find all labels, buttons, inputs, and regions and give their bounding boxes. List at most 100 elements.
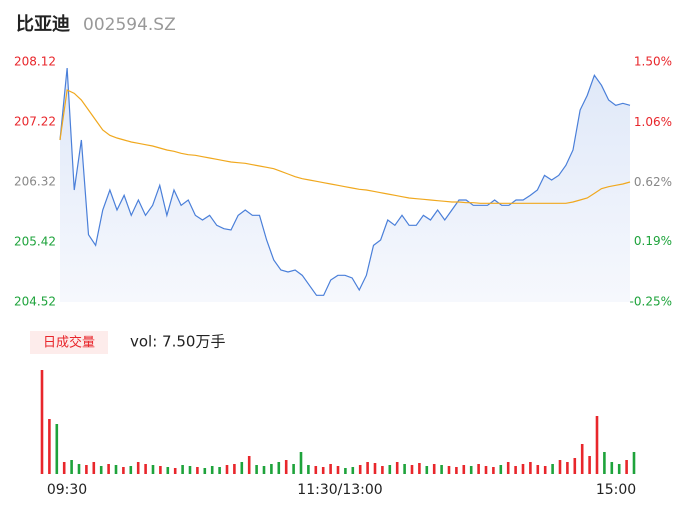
volume-pill (30, 331, 108, 354)
volume-bar (129, 466, 133, 474)
volume-bar (299, 452, 303, 474)
volume-bar (92, 462, 96, 474)
volume-bar (218, 467, 221, 474)
volume-bar (40, 370, 44, 474)
volume-bar (284, 460, 288, 474)
volume-bar (336, 466, 340, 474)
volume-bar (136, 462, 140, 474)
volume-bar (373, 463, 377, 474)
volume-bar (381, 466, 384, 474)
volume-bar (122, 467, 125, 474)
volume-bar (558, 460, 562, 474)
volume-bar (314, 466, 318, 474)
volume-bar (188, 466, 192, 474)
volume-bar (262, 466, 266, 474)
volume-bar (173, 468, 177, 474)
volume-bar (432, 464, 436, 474)
volume-bar (521, 464, 525, 474)
volume-bar (603, 452, 606, 474)
volume-bar (270, 464, 273, 474)
volume-bar (610, 462, 614, 474)
volume-bar (529, 462, 532, 474)
volume-bar (62, 462, 66, 474)
volume-bar (366, 462, 369, 474)
y-tick-label: 208.12 (14, 55, 56, 69)
volume-bar (48, 419, 51, 474)
volume-bar (255, 465, 258, 474)
y-tick-label: 205.42 (14, 235, 56, 249)
volume-bar (203, 468, 207, 474)
y2-tick-label: 1.06% (634, 115, 672, 129)
y2-tick-label: 0.19% (634, 234, 672, 248)
volume-bar (566, 462, 569, 474)
volume-bar (166, 467, 170, 474)
volume-bar (329, 464, 332, 474)
volume-bar (196, 467, 199, 474)
volume-bar (410, 465, 414, 474)
volume-bar (307, 465, 310, 474)
volume-bar (625, 460, 628, 474)
volume-bar (277, 462, 281, 474)
volume-bar (388, 465, 392, 474)
volume-bar (425, 466, 429, 474)
volume-bar (447, 466, 451, 474)
volume-bar (240, 462, 244, 474)
price-line (59, 67, 631, 296)
y2-tick-label: 0.62% (634, 175, 672, 189)
volume-bar (358, 465, 362, 474)
stock-name: 比亚迪 (16, 14, 70, 35)
volume-bar (632, 452, 636, 474)
x-tick-label: 11:30/13:00 (297, 482, 382, 498)
volume-bar (181, 465, 184, 474)
volume-bar (506, 462, 510, 474)
volume-bar (403, 464, 406, 474)
volume-bar (536, 465, 540, 474)
volume-bar (588, 456, 591, 474)
volume-bar (70, 460, 73, 474)
volume-bar (617, 464, 621, 474)
volume-bar (99, 466, 103, 474)
volume-bar (351, 467, 355, 474)
volume-bar (418, 463, 421, 474)
average-line (59, 89, 631, 204)
y-tick-label: 207.22 (14, 115, 56, 129)
y-tick-label: 206.32 (14, 175, 56, 189)
volume-bar (477, 464, 480, 474)
volume-bar (159, 466, 162, 474)
volume-bar (85, 465, 88, 474)
volume-bar (292, 464, 295, 474)
volume-bar (321, 467, 325, 474)
volume-bar (580, 444, 584, 474)
y2-tick-label: -0.25% (630, 295, 672, 309)
volume-bar (514, 466, 517, 474)
volume-bar (55, 424, 59, 474)
y2-tick-label: 1.50% (634, 55, 672, 69)
volume-label: 日成交量 (43, 335, 95, 351)
x-tick-label: 09:30 (47, 482, 87, 498)
volume-bar (484, 466, 488, 474)
volume-bar (492, 467, 495, 474)
volume-bar (543, 466, 547, 474)
volume-bar (595, 416, 599, 474)
volume-bar (440, 465, 443, 474)
volume-bar (210, 466, 214, 474)
volume-bar (469, 466, 473, 474)
volume-bar (462, 465, 466, 474)
y-tick-label: 204.52 (14, 295, 56, 309)
volume-text: vol: 7.50万手 (130, 333, 225, 351)
volume-bar (114, 465, 118, 474)
stock-code: 002594.SZ (83, 15, 176, 35)
volume-bar (144, 464, 147, 474)
volume-bar (225, 465, 229, 474)
volume-bar (395, 462, 399, 474)
volume-bar (499, 465, 503, 474)
volume-bar (233, 464, 236, 474)
volume-bar (573, 458, 577, 474)
volume-bar (107, 464, 110, 474)
volume-bar (151, 465, 155, 474)
volume-bar (247, 456, 251, 474)
volume-bar (455, 467, 458, 474)
x-tick-label: 15:00 (596, 482, 636, 498)
volume-bar (344, 468, 347, 474)
